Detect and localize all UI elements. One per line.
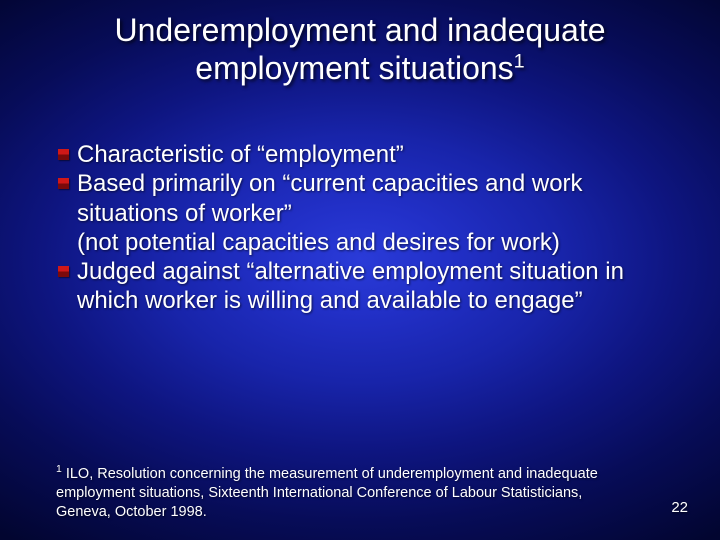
footnote-text: ILO, Resolution concerning the measureme… <box>56 466 598 520</box>
bullet-icon <box>58 149 69 160</box>
footnote: 1 ILO, Resolution concerning the measure… <box>56 465 630 522</box>
list-item: Characteristic of “employment” <box>58 140 672 169</box>
title-line1: Underemployment and inadequate <box>115 12 606 48</box>
bullet-icon <box>58 266 69 277</box>
slide-title: Underemployment and inadequate employmen… <box>40 12 680 88</box>
bullet-text: Characteristic of “employment” <box>77 140 672 169</box>
slide: Underemployment and inadequate employmen… <box>0 0 720 540</box>
bullet-text: Judged against “alternative employment s… <box>77 257 672 316</box>
page-number: 22 <box>671 499 688 516</box>
bullet-icon <box>58 178 69 189</box>
title-superscript: 1 <box>514 50 525 72</box>
list-item: Judged against “alternative employment s… <box>58 257 672 316</box>
list-item: Based primarily on “current capacities a… <box>58 169 672 257</box>
bullet-text: Based primarily on “current capacities a… <box>77 169 672 257</box>
title-line2: employment situations <box>195 50 513 86</box>
slide-body: Characteristic of “employment” Based pri… <box>58 140 672 316</box>
